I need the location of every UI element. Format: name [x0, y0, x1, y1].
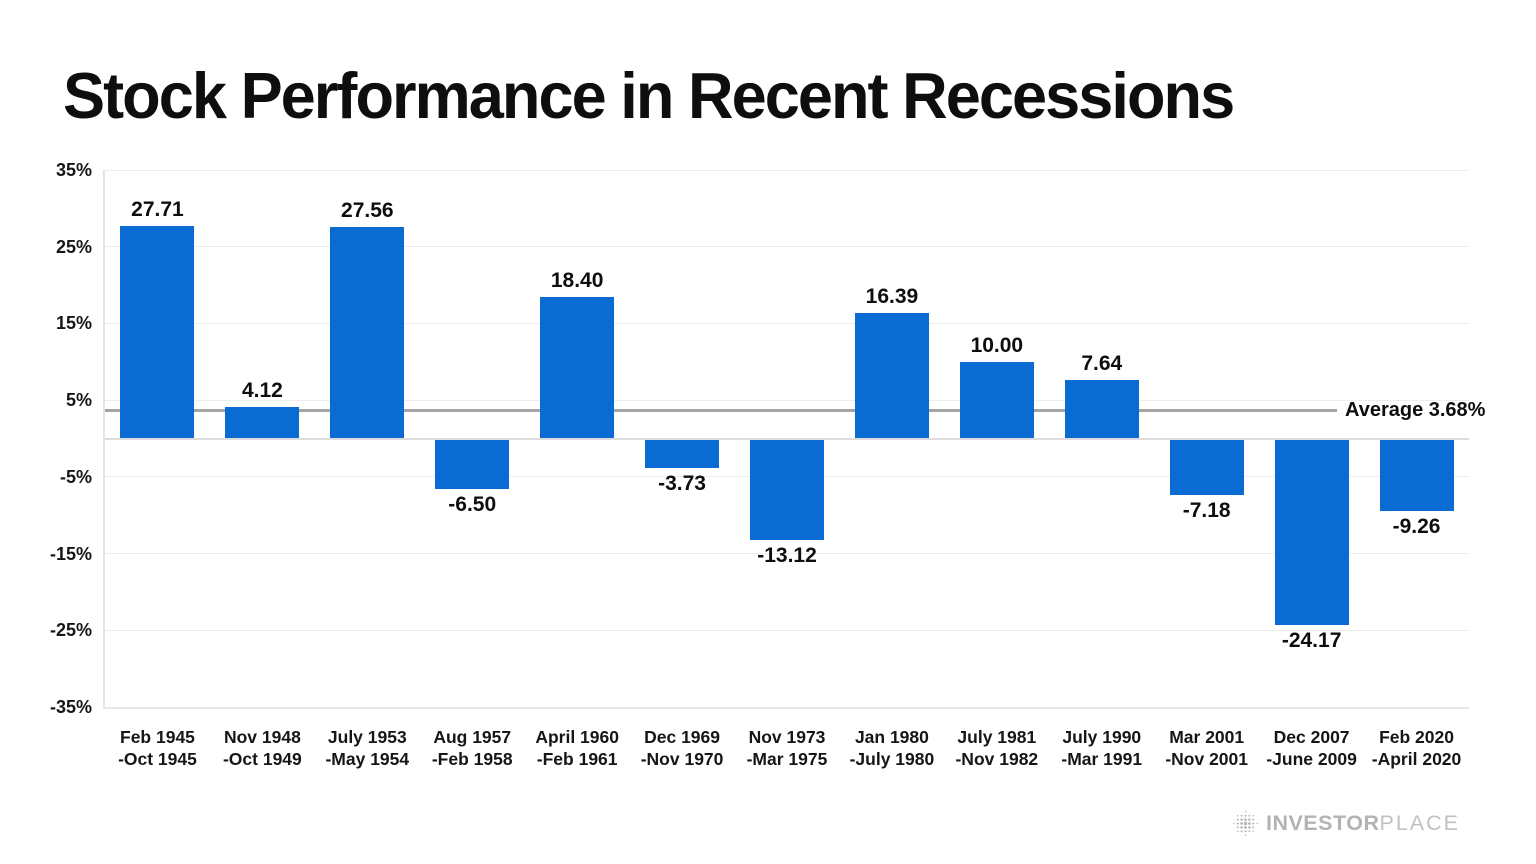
bar-value-label: 27.56: [341, 199, 394, 223]
x-axis-label: Mar 2001 -Nov 2001: [1154, 726, 1259, 770]
bar-value-label: 10.00: [970, 333, 1024, 357]
y-axis-label: -5%: [59, 466, 92, 487]
bar-value-label: -9.26: [1392, 514, 1441, 538]
x-axis-label-line1: July 1953: [327, 727, 407, 747]
bar: [435, 439, 510, 490]
x-axis-label-line2: -May 1954: [325, 749, 410, 769]
x-axis-label: July 1990 -Mar 1991: [1049, 726, 1154, 770]
x-axis-label-line2: -July 1980: [849, 749, 935, 769]
x-axis-label-line1: Feb 2020: [1379, 727, 1454, 747]
bar: [1274, 439, 1349, 625]
x-axis-label-line2: -Oct 1949: [222, 749, 302, 769]
y-axis-label: 5%: [65, 390, 92, 411]
bar: [1064, 379, 1139, 439]
bar-value-label: -13.12: [757, 544, 817, 568]
x-axis-label-line2: -April 2020: [1371, 749, 1462, 769]
brand-investor: INVESTOR: [1265, 810, 1380, 835]
x-axis-label-line2: -Nov 1982: [955, 749, 1039, 769]
bar: [330, 227, 405, 439]
brand-place: PLACE: [1379, 810, 1460, 835]
x-axis-label: Jan 1980 -July 1980: [839, 726, 944, 770]
gridline: [105, 246, 1469, 248]
gridline: [105, 322, 1469, 324]
x-axis-label-line2: -Mar 1975: [746, 749, 828, 769]
x-axis-label: Nov 1973 -Mar 1975: [735, 726, 840, 770]
x-axis-label: Dec 2007 -June 2009: [1259, 726, 1364, 770]
x-axis-label-line2: -Nov 1970: [640, 749, 724, 769]
gridline: [105, 169, 1469, 171]
bar-value-label: 27.71: [131, 197, 184, 221]
bar-value-label: 18.40: [550, 269, 604, 293]
bar: [959, 361, 1034, 439]
bar-value-label: 4.12: [241, 378, 283, 402]
average-label: Average 3.68%: [1345, 399, 1486, 422]
x-axis-label: April 1960 -Feb 1961: [525, 726, 630, 770]
x-axis-label-line1: July 1990: [1062, 727, 1142, 747]
footer-brand: INVESTORPLACE: [1232, 804, 1460, 842]
x-axis-label: Feb 2020 -April 2020: [1364, 726, 1469, 770]
y-axis-label: 35%: [55, 160, 92, 180]
x-axis-label-line2: -Nov 2001: [1165, 749, 1249, 769]
x-axis-label-line1: Mar 2001: [1169, 727, 1245, 747]
x-axis-label-line2: -Oct 1945: [118, 749, 197, 769]
gridline: [105, 629, 1469, 631]
x-axis-label: Dec 1969 -Nov 1970: [630, 726, 735, 770]
y-axis-label: -15%: [49, 543, 92, 564]
dotted-globe-icon: [1233, 810, 1258, 836]
bar: [645, 439, 720, 469]
y-axis-label: -25%: [49, 620, 92, 641]
zero-baseline: [105, 437, 1469, 440]
gridline: [105, 706, 1469, 708]
y-axis-label: 15%: [55, 313, 92, 334]
x-axis-label-line1: Dec 2007: [1273, 727, 1350, 747]
x-axis-label-line1: April 1960: [535, 727, 619, 747]
bar: [1169, 439, 1244, 495]
x-axis-label-line2: -Feb 1961: [536, 749, 618, 769]
x-axis-label: Feb 1945 -Oct 1945: [105, 726, 210, 770]
bar-value-label: -24.17: [1281, 628, 1342, 652]
bar: [854, 312, 929, 439]
x-axis-label-line1: Nov 1973: [748, 727, 826, 747]
average-line: [105, 408, 1337, 412]
bar-value-label: -6.50: [448, 493, 497, 517]
bar-value-label: -7.18: [1182, 498, 1231, 522]
gridline: [105, 553, 1469, 555]
bar: [1379, 439, 1454, 511]
x-axis-label-line1: Dec 1969: [644, 727, 721, 747]
bar: [120, 225, 195, 439]
x-axis-label: Nov 1948 -Oct 1949: [210, 726, 315, 770]
chart-title: Stock Performance in Recent Recessions: [63, 59, 1235, 132]
x-axis-label-line1: July 1981: [957, 727, 1037, 747]
y-axis-label: -35%: [49, 697, 92, 717]
bar-value-label: -3.73: [658, 472, 706, 496]
x-axis-label-line1: Aug 1957: [433, 727, 512, 747]
bar: [540, 297, 615, 439]
x-axis-label-line1: Nov 1948: [223, 727, 301, 747]
bar-value-label: 7.64: [1081, 351, 1123, 375]
x-axis-label: Aug 1957 -Feb 1958: [420, 726, 525, 770]
x-axis-label: July 1981 -Nov 1982: [944, 726, 1049, 770]
gridline: [105, 399, 1469, 401]
bar: [225, 406, 300, 439]
y-axis-label: 25%: [55, 236, 92, 257]
bar: [750, 439, 824, 541]
x-axis-label-line2: -Mar 1991: [1061, 749, 1143, 769]
x-axis-label: July 1953 -May 1954: [315, 726, 420, 770]
x-axis-label-line1: Feb 1945: [120, 727, 195, 747]
x-axis-label-line1: Jan 1980: [854, 727, 929, 747]
plot-area: [103, 170, 1469, 709]
x-axis-label-line2: -Feb 1958: [431, 749, 513, 769]
x-axis-label-line2: -June 2009: [1266, 749, 1357, 769]
bar-value-label: 16.39: [865, 284, 919, 308]
